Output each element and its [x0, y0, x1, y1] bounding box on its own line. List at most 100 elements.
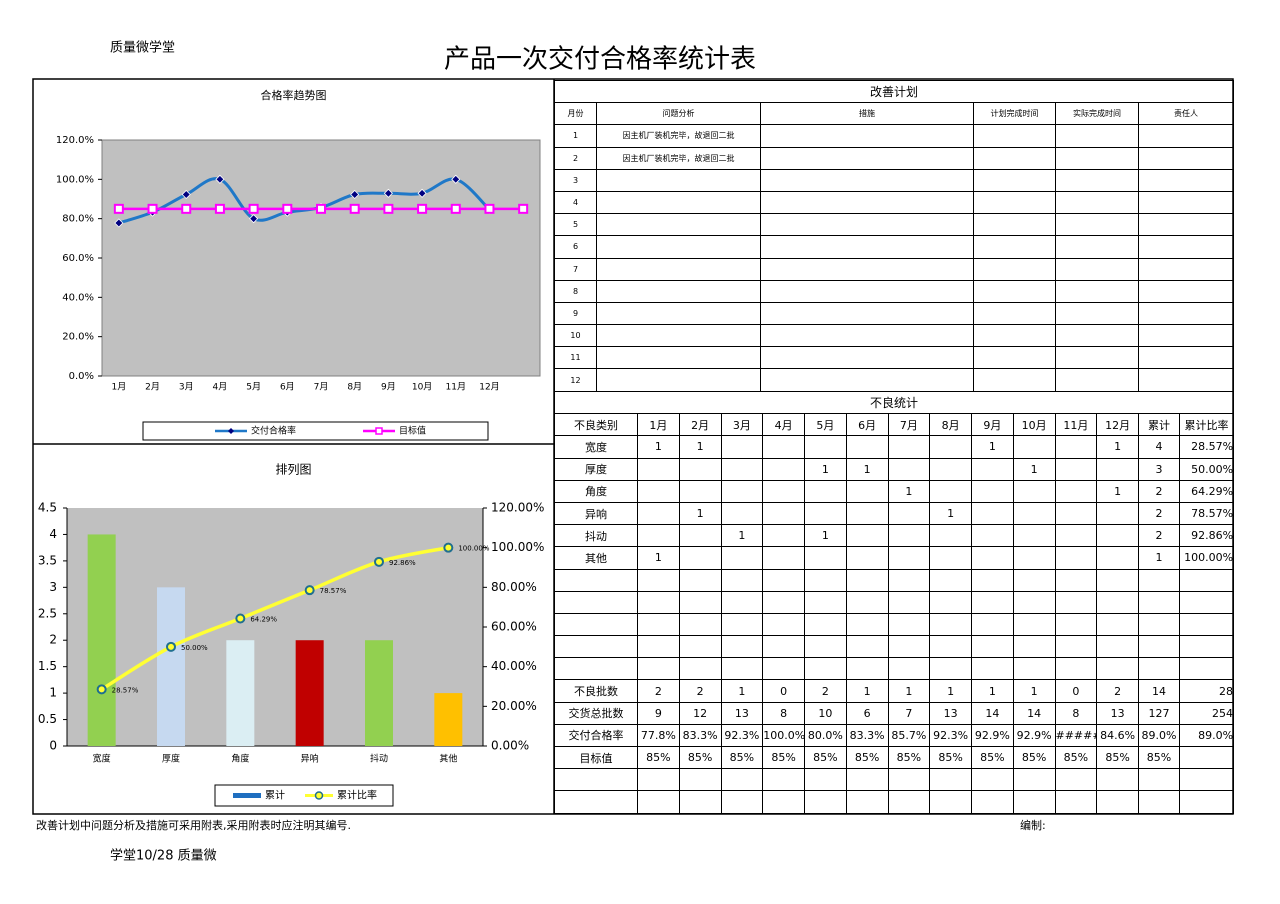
cell: 1	[887, 679, 931, 703]
x-tick-label: 9月	[381, 382, 396, 393]
cell	[720, 568, 764, 592]
point	[417, 188, 427, 198]
cell	[1054, 524, 1098, 548]
cell: 1	[971, 435, 1014, 459]
row: 5	[554, 213, 1235, 237]
row: 12	[554, 368, 1235, 392]
y2-tick-label: 20.00%	[491, 699, 537, 713]
header-cell: 12月	[1096, 413, 1139, 437]
cell	[1137, 324, 1235, 348]
cell: 85%	[1054, 745, 1098, 770]
cell	[973, 124, 1056, 148]
y-tick-label: 0.5	[38, 712, 57, 726]
cell: 6	[554, 235, 597, 259]
row: 宽度 1 1 1 1 4 28.57%	[554, 435, 1235, 459]
cell	[637, 612, 680, 637]
point	[450, 203, 461, 214]
cell: 11	[554, 346, 597, 370]
point	[249, 214, 259, 224]
cell	[1012, 768, 1056, 792]
cell	[845, 612, 889, 637]
cell	[1178, 657, 1235, 681]
cell	[762, 435, 805, 459]
cell: 85%	[762, 745, 805, 770]
cell: 异响	[554, 501, 638, 526]
point	[443, 542, 454, 553]
cell: 1	[554, 124, 597, 148]
cell: 2	[554, 146, 597, 170]
cell	[720, 546, 764, 570]
cell	[1012, 635, 1056, 659]
cell	[762, 568, 805, 592]
cell: 10	[804, 701, 847, 725]
cell: 目标值	[554, 745, 638, 770]
cell	[1055, 146, 1139, 170]
x-tick-label: 角度	[231, 753, 249, 765]
cell	[596, 257, 761, 281]
legend-label: 交付合格率	[251, 425, 296, 437]
cell	[845, 479, 889, 503]
footer-note: 改善计划中问题分析及措施可采用附表,采用附表时应注明其编号.	[36, 818, 351, 832]
cell	[887, 457, 931, 481]
y-tick-label: 120.0%	[56, 135, 94, 146]
row: 1 因主机厂装机完毕，故退回二批	[554, 124, 1235, 148]
editor: 编制:	[1020, 818, 1046, 832]
point	[214, 203, 225, 214]
header-cell: 措施	[760, 102, 974, 126]
cell	[929, 790, 972, 814]
cell	[720, 435, 764, 459]
header-cell: 实际完成时间	[1055, 102, 1139, 126]
cell: 64.29%	[1178, 479, 1235, 503]
cell: 78.57%	[1178, 501, 1235, 526]
cell	[760, 301, 974, 326]
cell	[760, 168, 974, 192]
cell: 不良批数	[554, 679, 638, 703]
cell	[1178, 612, 1235, 637]
row: 2 因主机厂装机完毕，故退回二批	[554, 146, 1235, 170]
cell	[971, 612, 1014, 637]
cell: 3	[1138, 457, 1180, 481]
cell	[678, 657, 722, 681]
row: 交付合格率 77.8% 83.3% 92.3% 100.0% 80.0% 83.3% 85.7…	[554, 723, 1235, 748]
cell	[887, 612, 931, 637]
y2-tick-label: 40.00%	[491, 659, 537, 673]
cell	[804, 568, 847, 592]
cell	[596, 235, 761, 259]
cell: 77.8%	[637, 723, 680, 748]
cell: 13	[720, 701, 764, 725]
bar	[157, 587, 185, 746]
header-cell: 8月	[929, 413, 972, 437]
cell	[929, 524, 972, 548]
row: 其他 1 1 100.00%	[554, 546, 1235, 570]
cell	[1055, 346, 1139, 370]
cell	[1012, 568, 1056, 592]
cell	[1178, 745, 1235, 770]
cell: 254	[1178, 701, 1235, 725]
cell	[1055, 213, 1139, 237]
cell: 1	[720, 679, 764, 703]
header-cell: 累计比率	[1178, 413, 1235, 437]
x-tick-label: 10月	[412, 382, 432, 393]
cell	[1137, 279, 1235, 303]
cell	[1055, 168, 1139, 192]
row: 角度 1 1 2 64.29%	[554, 479, 1235, 503]
cell	[887, 568, 931, 592]
cell	[637, 790, 680, 814]
cell	[760, 235, 974, 259]
x-tick-label: 4月	[213, 382, 228, 393]
cell	[678, 590, 722, 614]
cell	[678, 524, 722, 548]
cell	[1096, 768, 1139, 792]
cell	[762, 479, 805, 503]
cell	[1055, 235, 1139, 259]
x-tick-label: 6月	[280, 382, 295, 393]
cell: 9	[554, 301, 597, 326]
cell: 1	[845, 679, 889, 703]
cell: 2	[678, 679, 722, 703]
row: 11	[554, 346, 1235, 370]
cell	[804, 590, 847, 614]
row: 6	[554, 235, 1235, 259]
cell	[1138, 790, 1180, 814]
point	[451, 174, 461, 184]
header-cell: 累计	[1138, 413, 1180, 437]
